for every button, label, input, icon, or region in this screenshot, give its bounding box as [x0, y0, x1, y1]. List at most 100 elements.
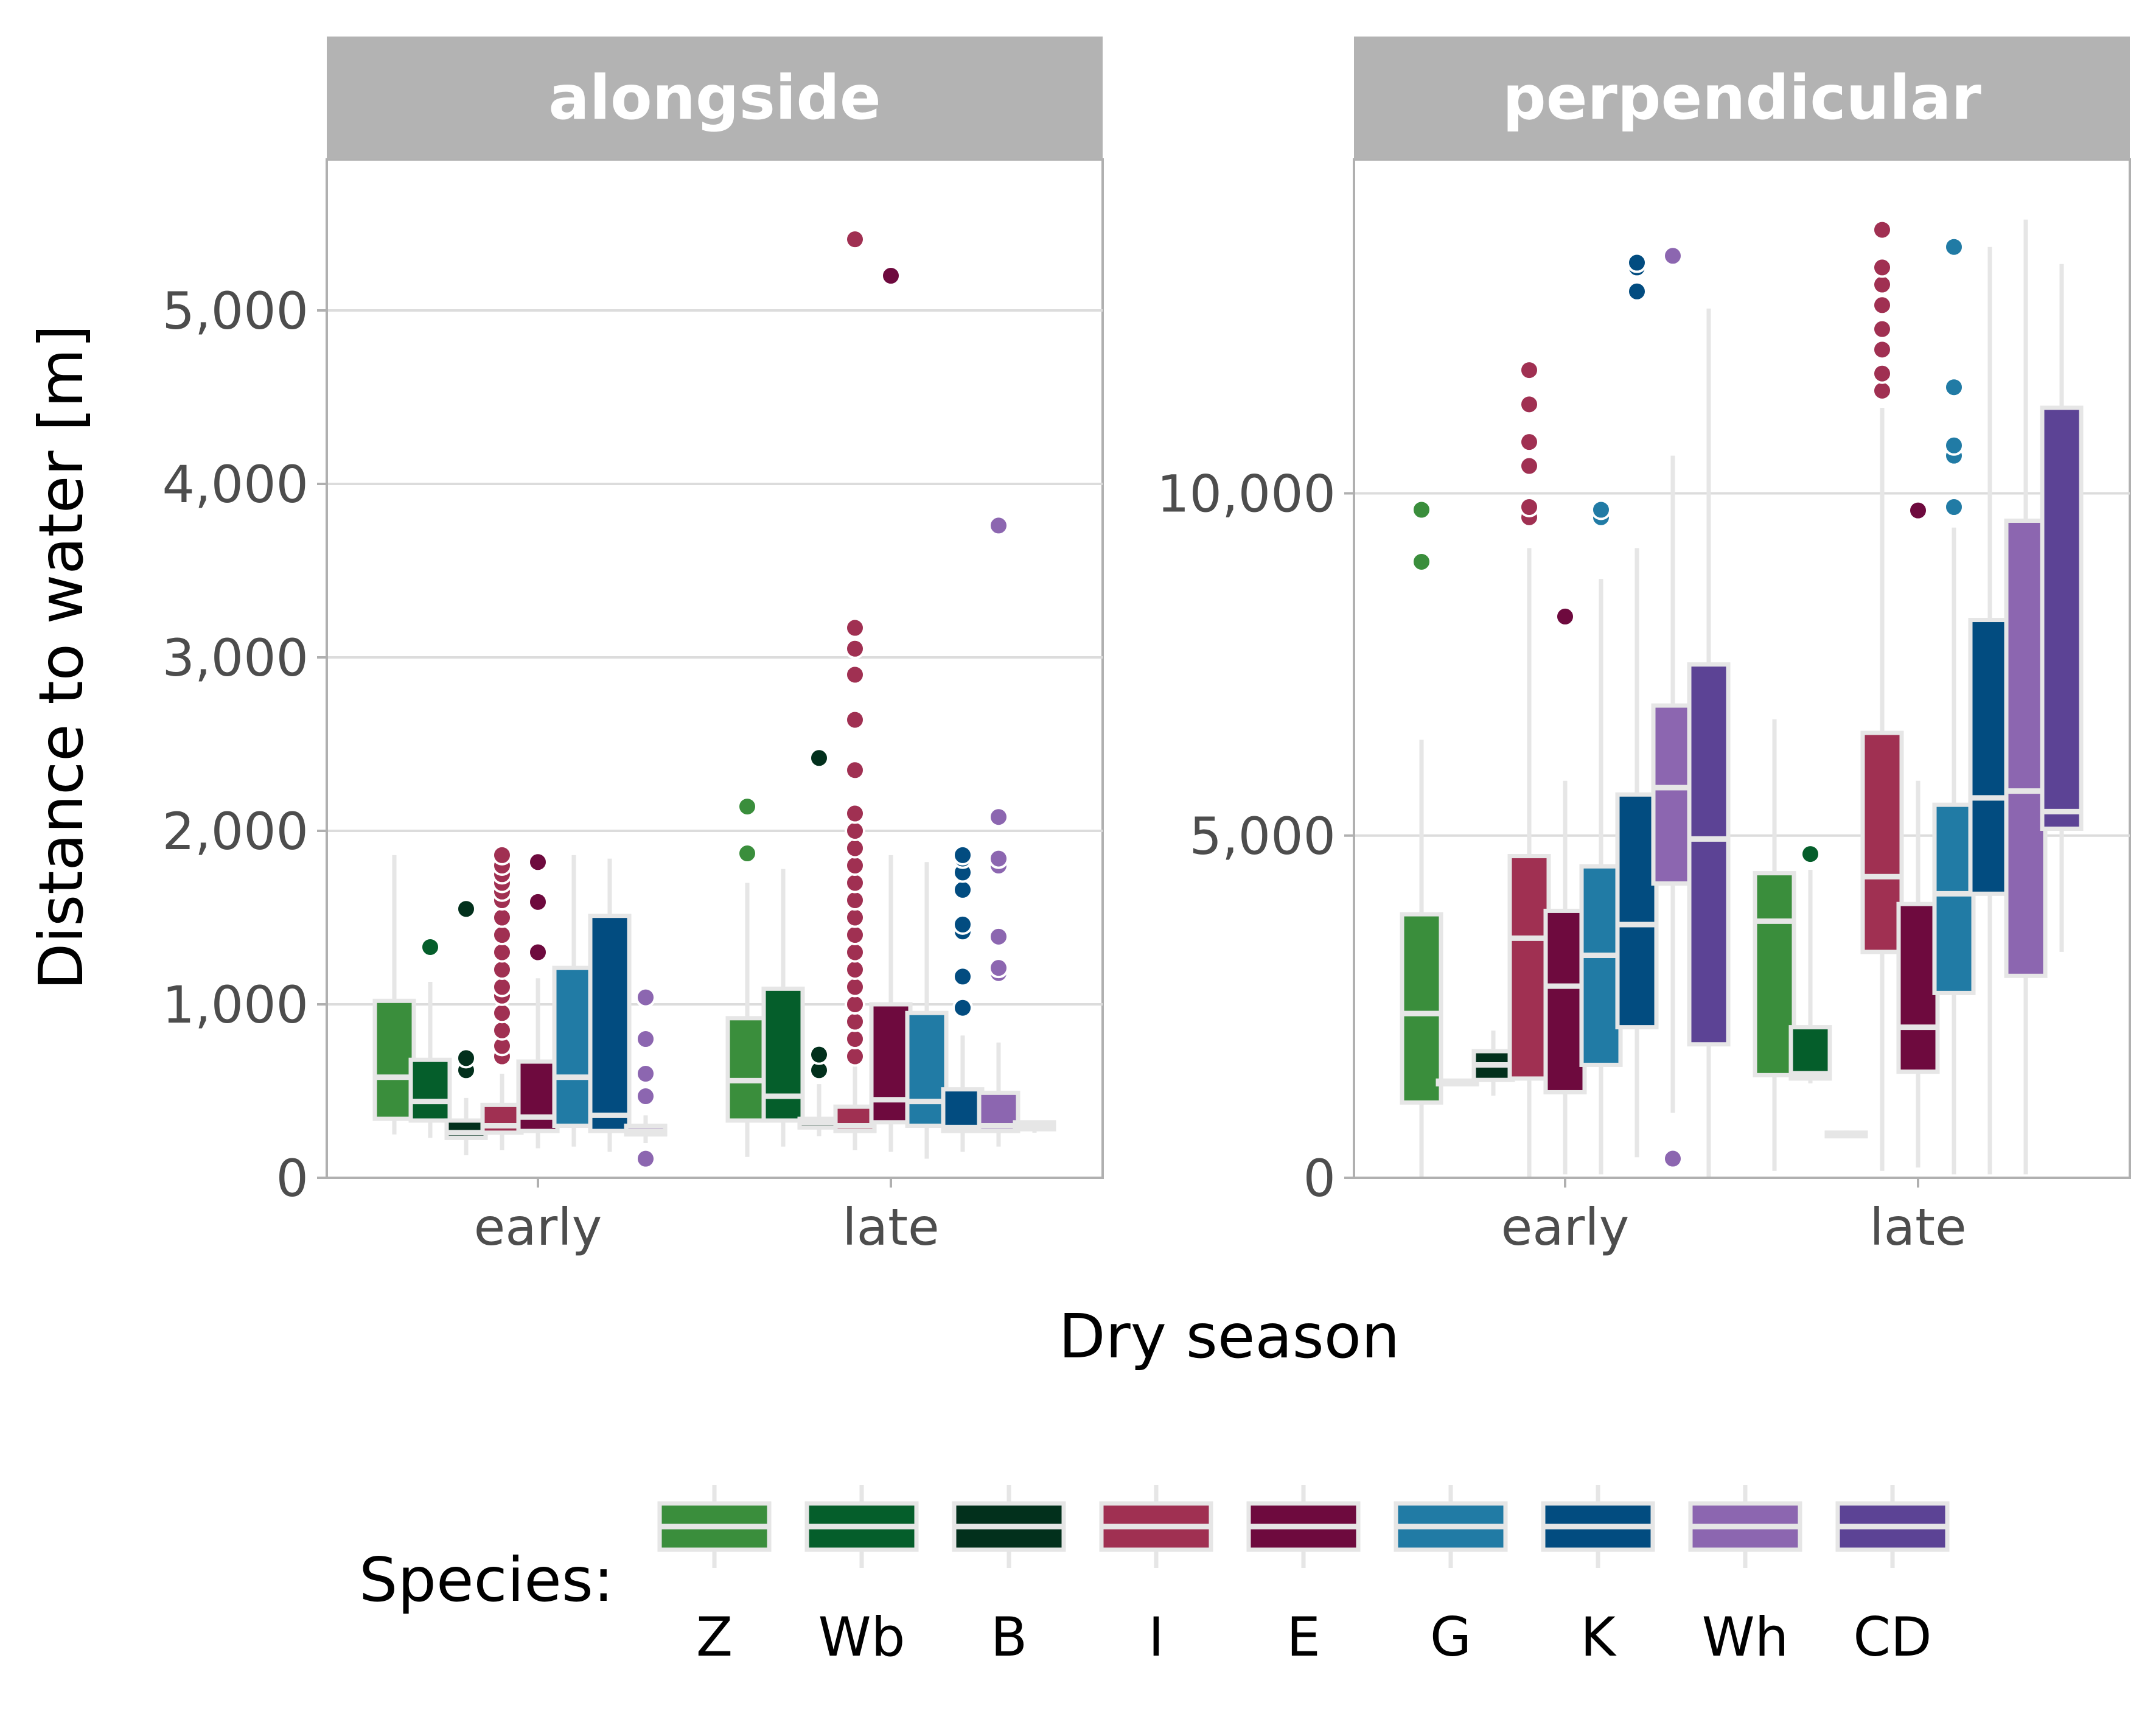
legend-label: Z: [696, 1606, 733, 1668]
outlier-point: [1627, 252, 1647, 273]
box-CD-late: [1013, 1120, 1056, 1133]
outlier-point: [1411, 499, 1432, 520]
outlier-point: [492, 1020, 512, 1041]
panel-frame: [326, 158, 1104, 1179]
box-body: [2040, 405, 2084, 831]
outlier-point: [845, 229, 865, 250]
box-Wh-late: [2004, 219, 2048, 1175]
box-I-late: [833, 229, 877, 1150]
outlier-point: [845, 959, 865, 980]
outlier-point: [737, 796, 758, 817]
outlier-point: [809, 747, 829, 769]
box-body: [1651, 703, 1695, 886]
y-tick-label: 10,000: [1157, 464, 1336, 524]
outlier-point: [845, 803, 865, 824]
y-axis-title: Distance to water [m]: [26, 324, 97, 990]
y-tick-label: 4,000: [162, 455, 309, 514]
legend-key-G: G: [1394, 1485, 1508, 1668]
box-body: [2004, 518, 2048, 978]
y-tick-label: 0: [276, 1149, 309, 1208]
legend-label: Wh: [1702, 1606, 1789, 1668]
y-tick-label: 0: [1303, 1149, 1336, 1208]
box-K-late: [1968, 247, 2012, 1175]
box-body: [480, 1102, 524, 1135]
legend: Species: Z Wb B I E G K Wh CD: [359, 1485, 1950, 1668]
box-body: [869, 1002, 913, 1125]
outlier-point: [1555, 606, 1575, 627]
outlier-point: [1519, 360, 1540, 381]
box-body: [372, 998, 416, 1121]
legend-label: E: [1286, 1606, 1320, 1668]
box-I-late: [1860, 219, 1904, 1171]
outlier-point: [988, 807, 1009, 828]
outlier-point: [635, 1086, 656, 1107]
outlier-point: [1944, 377, 1964, 398]
outlier-point: [845, 664, 865, 685]
box-Z-early: [1400, 499, 1443, 1178]
legend-key-Wb: Wb: [804, 1485, 919, 1668]
outlier-point: [845, 925, 865, 945]
outlier-point: [1872, 339, 1893, 360]
x-tick-label: late: [1869, 1197, 1966, 1257]
box-body: [1543, 908, 1587, 1094]
outlier-point: [1627, 281, 1647, 302]
outlier-point: [1591, 499, 1611, 520]
box-G-early: [552, 855, 596, 1147]
box-body: [905, 1010, 949, 1128]
box-CD-early: [1687, 308, 1731, 1178]
box-I-early: [1507, 360, 1551, 1178]
box-body: [1687, 662, 1731, 1047]
outlier-point: [528, 942, 548, 963]
outlier-point: [528, 852, 548, 873]
outlier-point: [988, 515, 1009, 536]
box-K-early: [588, 858, 632, 1152]
outlier-point: [1519, 432, 1540, 453]
box-body: [1932, 802, 1976, 995]
outlier-point: [635, 1148, 656, 1169]
outlier-point: [988, 957, 1009, 979]
outlier-point: [952, 997, 973, 1018]
outlier-point: [845, 1046, 865, 1067]
y-tick-label: 3,000: [162, 628, 309, 688]
outlier-point: [988, 848, 1009, 869]
box-Z-late: [725, 796, 769, 1157]
box-body: [1753, 871, 1796, 1077]
box-body: [941, 1087, 985, 1133]
outlier-point: [952, 966, 973, 987]
box-Z-late: [1753, 719, 1796, 1171]
outlier-point: [1872, 363, 1893, 384]
box-body: [1579, 864, 1623, 1067]
box-body: [1968, 618, 2012, 896]
legend-label: K: [1580, 1606, 1617, 1668]
box-body: [1860, 730, 1904, 954]
outlier-point: [1944, 435, 1964, 456]
facet-panel-perpendicular: perpendicular 0 5,000 10,000 early late: [1157, 37, 2131, 1257]
facet-strip-label: perpendicular: [1502, 62, 1981, 133]
outlier-point: [845, 1011, 865, 1032]
legend-key-B: B: [952, 1485, 1066, 1668]
box-body: [552, 965, 596, 1128]
outlier-point: [635, 987, 656, 1008]
y-tick-label: 5,000: [1190, 807, 1336, 866]
outlier-point: [952, 914, 973, 935]
outlier-point: [1944, 236, 1964, 257]
outlier-point: [1662, 1148, 1683, 1169]
box-G-late: [905, 862, 949, 1159]
outlier-point: [1662, 245, 1683, 267]
outlier-point: [492, 925, 512, 945]
x-tick-label: early: [474, 1197, 602, 1257]
box-G-early: [1579, 499, 1623, 1175]
box-G-late: [1932, 236, 1976, 1175]
legend-label: B: [991, 1606, 1027, 1668]
outlier-point: [881, 265, 901, 286]
outlier-point: [492, 942, 512, 963]
outlier-point: [1872, 274, 1893, 295]
box-Wh-early: [1651, 245, 1695, 1169]
legend-key-E: E: [1246, 1485, 1361, 1668]
box-E-late: [1896, 500, 1940, 1168]
box-body: [1896, 901, 1940, 1074]
legend-key-I: I: [1099, 1485, 1213, 1668]
outlier-point: [1872, 219, 1893, 240]
outlier-point: [492, 976, 512, 998]
